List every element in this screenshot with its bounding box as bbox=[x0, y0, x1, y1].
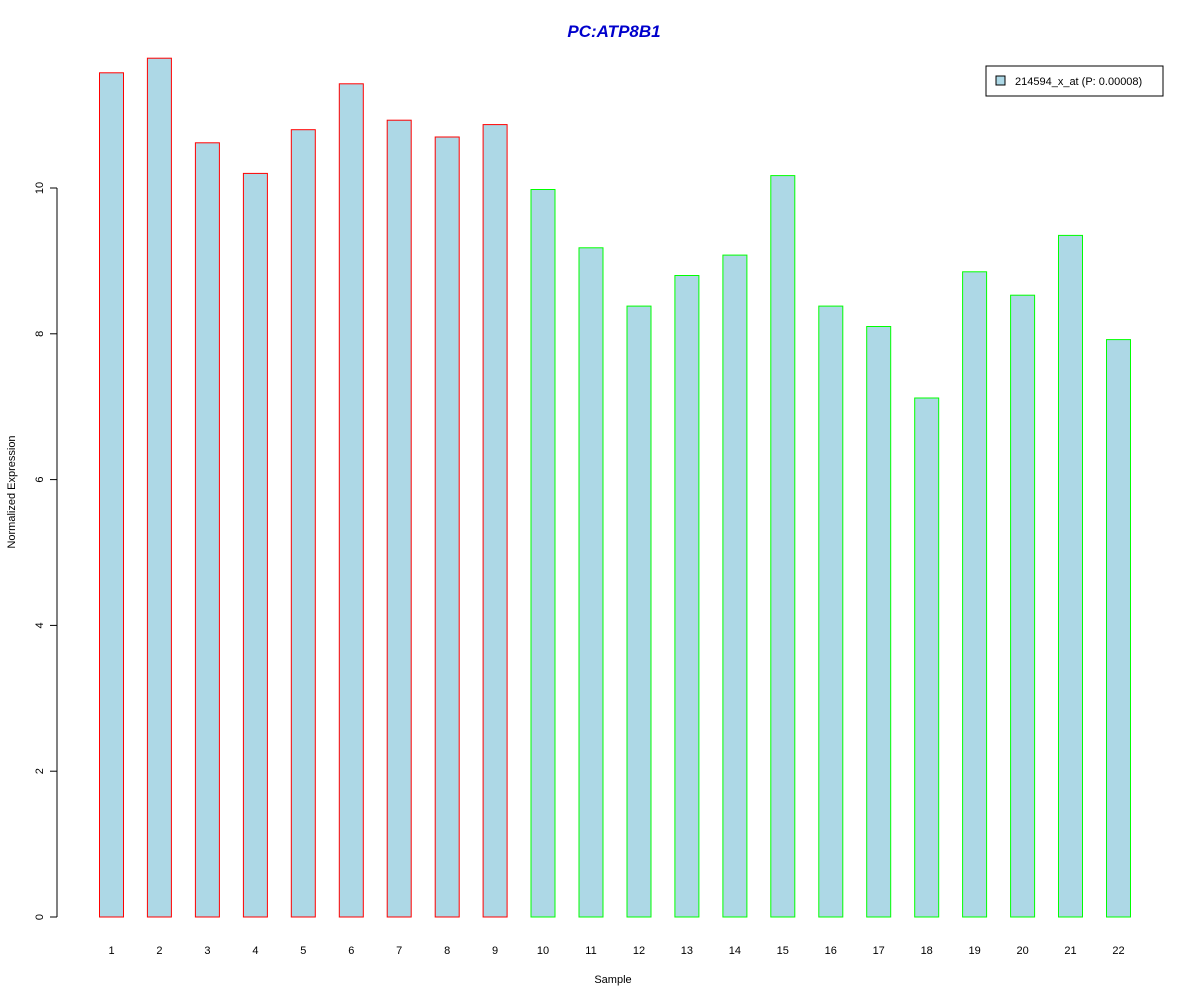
x-tick-label: 15 bbox=[777, 945, 789, 957]
x-tick-label: 1 bbox=[108, 945, 114, 957]
bars-group bbox=[99, 57, 1131, 918]
x-tick-label: 16 bbox=[825, 945, 837, 957]
bar-sample-21 bbox=[1058, 234, 1083, 918]
y-tick-label: 2 bbox=[34, 768, 46, 774]
x-tick-label: 12 bbox=[633, 945, 645, 957]
bar-sample-17 bbox=[866, 326, 892, 918]
bar-sample-8 bbox=[434, 136, 460, 918]
bar-sample-11 bbox=[578, 247, 604, 918]
bar-sample-3 bbox=[194, 142, 220, 918]
x-tick-label: 19 bbox=[968, 945, 980, 957]
legend: 214594_x_at (P: 0.00008) bbox=[985, 65, 1164, 97]
y-tick-label: 0 bbox=[34, 914, 46, 920]
x-tick-label: 17 bbox=[873, 945, 885, 957]
legend-box bbox=[985, 65, 1164, 97]
bar-sample-9 bbox=[482, 124, 508, 918]
bar-sample-15 bbox=[770, 175, 796, 918]
x-tick-label: 14 bbox=[729, 945, 741, 957]
bar-sample-16 bbox=[818, 305, 844, 918]
bar-sample-4 bbox=[242, 172, 268, 918]
x-tick-label: 4 bbox=[252, 945, 258, 957]
bar-sample-13 bbox=[674, 275, 700, 918]
y-tick-label: 8 bbox=[34, 331, 46, 337]
bar-sample-19 bbox=[962, 271, 988, 918]
x-tick-label: 9 bbox=[492, 945, 498, 957]
bar-sample-6 bbox=[338, 83, 364, 918]
y-tick-label: 10 bbox=[34, 182, 46, 194]
x-tick-label: 13 bbox=[681, 945, 693, 957]
x-tick-label: 6 bbox=[348, 945, 354, 957]
x-tick-label: 2 bbox=[156, 945, 162, 957]
bar-sample-22 bbox=[1106, 339, 1131, 918]
bar-sample-1 bbox=[99, 72, 124, 918]
x-tick-label: 3 bbox=[204, 945, 210, 957]
bar-sample-12 bbox=[626, 305, 652, 918]
y-axis-label: Normalized Expression bbox=[6, 435, 18, 548]
y-tick-label: 6 bbox=[34, 477, 46, 483]
legend-swatch bbox=[995, 75, 1006, 86]
y-tick-label: 4 bbox=[34, 622, 46, 628]
bar-sample-20 bbox=[1010, 294, 1036, 918]
x-tick-label: 11 bbox=[585, 945, 596, 957]
x-tick-label: 5 bbox=[300, 945, 306, 957]
legend-label: 214594_x_at (P: 0.00008) bbox=[1015, 76, 1142, 88]
bar-sample-10 bbox=[530, 189, 556, 918]
y-axis: 0 2 4 6 8 10 bbox=[34, 182, 58, 920]
x-tick-label: 18 bbox=[921, 945, 933, 957]
chart-title: PC:ATP8B1 bbox=[567, 22, 660, 41]
bar-sample-5 bbox=[290, 129, 316, 918]
bar-sample-14 bbox=[722, 254, 748, 918]
x-tick-label: 20 bbox=[1016, 945, 1028, 957]
x-tick-label: 21 bbox=[1064, 945, 1076, 957]
x-tick-label: 7 bbox=[396, 945, 402, 957]
bar-sample-2 bbox=[146, 57, 172, 918]
x-tick-label: 10 bbox=[537, 945, 549, 957]
bar-sample-7 bbox=[386, 119, 412, 918]
bar-sample-18 bbox=[914, 397, 940, 918]
x-tick-labels: 1 2 3 4 5 6 7 8 9 10 11 12 13 14 15 16 17 18 19 20 21 22 bbox=[108, 945, 1124, 957]
x-tick-label: 22 bbox=[1112, 945, 1124, 957]
x-axis-label: Sample bbox=[594, 974, 631, 986]
x-tick-label: 8 bbox=[444, 945, 450, 957]
